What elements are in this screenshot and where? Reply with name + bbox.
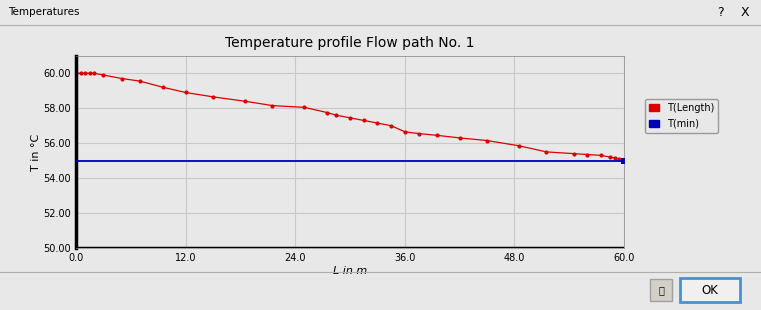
Title: Temperature profile Flow path No. 1: Temperature profile Flow path No. 1 [225, 37, 475, 51]
Legend: T(Length), T(min): T(Length), T(min) [645, 99, 718, 133]
Text: Temperatures: Temperatures [8, 7, 79, 17]
Text: ?: ? [717, 6, 723, 19]
X-axis label: L in m: L in m [333, 266, 368, 276]
FancyBboxPatch shape [680, 278, 740, 302]
FancyBboxPatch shape [650, 279, 672, 301]
Text: 🖫: 🖫 [658, 285, 664, 295]
Text: X: X [740, 6, 750, 19]
Y-axis label: T in °C: T in °C [30, 133, 40, 171]
Text: OK: OK [702, 284, 718, 296]
